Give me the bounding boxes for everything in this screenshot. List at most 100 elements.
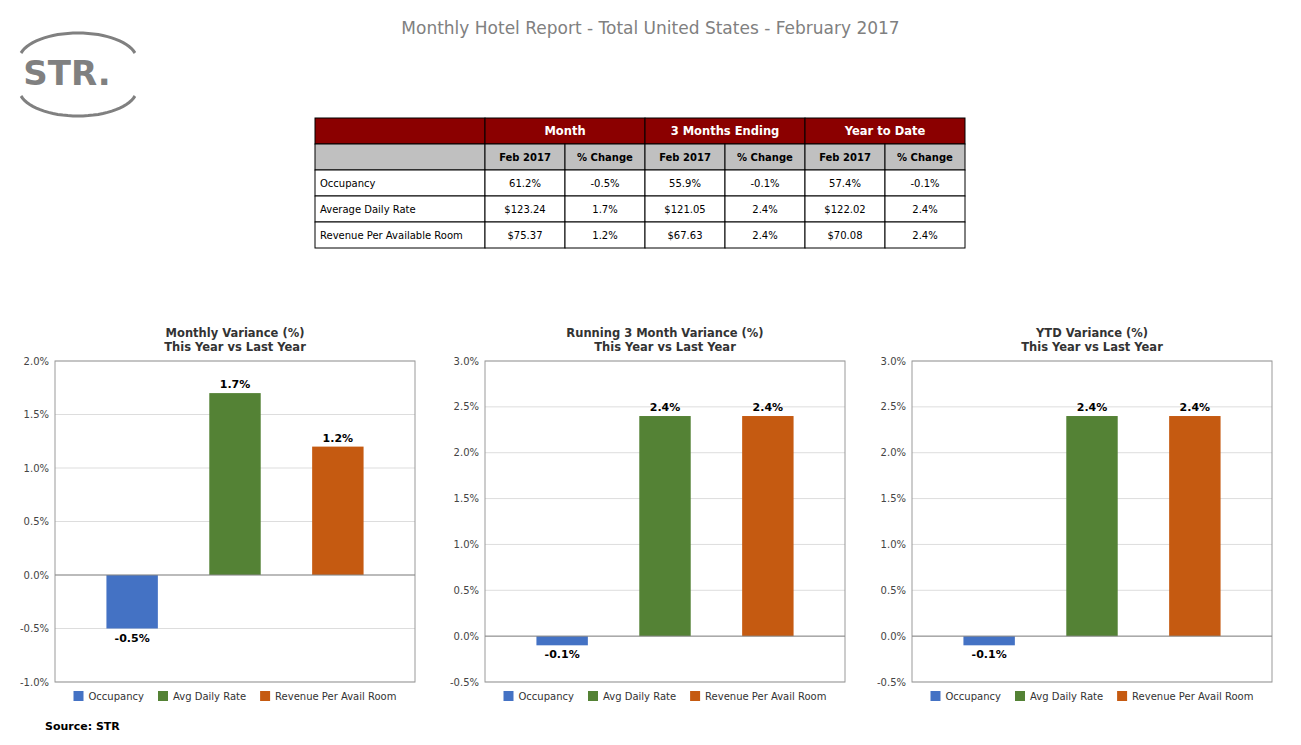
y-tick-label: 0.5%: [454, 585, 479, 596]
table-value: 1.7%: [592, 204, 617, 215]
bar: [639, 416, 690, 636]
table-subheader: Feb 2017: [819, 152, 871, 163]
y-tick-label: 1.0%: [881, 539, 906, 550]
table-header-cell: [645, 118, 805, 144]
plot-frame: [485, 361, 845, 682]
bar-chart: Running 3 Month Variance (%)This Year vs…: [450, 326, 845, 702]
zero-line: [485, 636, 845, 637]
data-label: -0.1%: [545, 648, 580, 661]
table-value: 2.4%: [912, 230, 937, 241]
table-value: 57.4%: [829, 178, 861, 189]
legend-item: Revenue Per Avail Room: [690, 691, 826, 702]
legend-swatch: [1117, 691, 1127, 701]
chart-title: Running 3 Month Variance (%)This Year vs…: [566, 326, 763, 354]
table-header-cell: [805, 118, 965, 144]
y-tick-label: 1.5%: [454, 493, 479, 504]
y-tick-label: 1.5%: [881, 493, 906, 504]
table-cell: [885, 196, 965, 222]
table-cell: [725, 196, 805, 222]
table-value: $121.05: [664, 204, 705, 215]
bar: [106, 575, 157, 629]
table-cell: [645, 170, 725, 196]
summary-table: Month3 Months EndingYear to DateFeb 2017…: [315, 118, 965, 248]
table-subheader: Feb 2017: [659, 152, 711, 163]
table-cell: [645, 222, 725, 248]
background: [0, 0, 1301, 745]
legend-item: Revenue Per Avail Room: [260, 691, 396, 702]
table-cell: [805, 222, 885, 248]
legend-swatch: [1015, 691, 1025, 701]
logo: STR.: [21, 33, 135, 116]
legend-item: Avg Daily Rate: [588, 691, 676, 702]
legend-label: Revenue Per Avail Room: [705, 691, 826, 702]
legend-swatch: [260, 691, 270, 701]
data-label: 2.4%: [1077, 401, 1108, 414]
chart-title: YTD Variance (%)This Year vs Last Year: [1021, 326, 1163, 354]
table-subheader-cell: [645, 144, 725, 170]
plot-frame: [55, 361, 415, 682]
chart-title-line: Monthly Variance (%): [166, 326, 305, 340]
legend-item: Occupancy: [74, 691, 145, 702]
y-tick-label: 1.0%: [454, 539, 479, 550]
table-subheader-cell: [315, 144, 485, 170]
table-subheader-cell: [725, 144, 805, 170]
table-subheader-cell: [885, 144, 965, 170]
bar: [312, 447, 363, 575]
bar: [536, 636, 587, 645]
table-subheader: Feb 2017: [499, 152, 551, 163]
table-row-label-cell: [315, 222, 485, 248]
logo-text: STR.: [23, 53, 110, 93]
legend-label: Occupancy: [89, 691, 145, 702]
table-value: $123.24: [504, 204, 545, 215]
y-tick-label: -0.5%: [20, 623, 49, 634]
legend-label: Occupancy: [946, 691, 1002, 702]
logo-arc-bottom: [21, 96, 135, 116]
legend-label: Avg Daily Rate: [1030, 691, 1103, 702]
y-tick-label: -0.5%: [450, 677, 479, 688]
y-tick-label: 1.5%: [24, 409, 49, 420]
bars: [963, 416, 1220, 645]
table-value: -0.5%: [590, 178, 619, 189]
table-value: 1.2%: [592, 230, 617, 241]
table-cell: [565, 170, 645, 196]
y-tick-label: 1.0%: [24, 463, 49, 474]
table-cell: [565, 196, 645, 222]
legend-swatch: [690, 691, 700, 701]
y-tick-label: 2.5%: [881, 401, 906, 412]
bar: [209, 393, 260, 575]
legend-label: Avg Daily Rate: [603, 691, 676, 702]
legend-item: Avg Daily Rate: [158, 691, 246, 702]
zero-line: [55, 575, 415, 576]
legend-item: Revenue Per Avail Room: [1117, 691, 1253, 702]
page-title: Monthly Hotel Report - Total United Stat…: [401, 18, 899, 38]
bar: [1169, 416, 1220, 636]
grid-line: [912, 636, 1272, 637]
y-tick-label: 3.0%: [881, 356, 906, 367]
table-value: 2.4%: [752, 230, 777, 241]
bar: [1066, 416, 1117, 636]
table-header-cell: [485, 118, 645, 144]
table-value: $67.63: [668, 230, 703, 241]
y-tick-label: 0.5%: [24, 516, 49, 527]
y-tick-label: 2.5%: [454, 401, 479, 412]
bars: [536, 416, 793, 645]
table-row-label: Revenue Per Available Room: [320, 230, 463, 241]
table-subheader-cell: [805, 144, 885, 170]
table-cell: [485, 170, 565, 196]
legend: Occupancy Avg Daily Rate Revenue Per Avail…: [74, 691, 397, 702]
table-cell: [725, 222, 805, 248]
data-label: -0.1%: [972, 648, 1007, 661]
table-value: $75.37: [508, 230, 543, 241]
table-cell: [805, 170, 885, 196]
grid-line: [55, 575, 415, 576]
table-value: 2.4%: [752, 204, 777, 215]
table-subheader: % Change: [897, 152, 953, 163]
table-cell: [645, 196, 725, 222]
legend-label: Revenue Per Avail Room: [1132, 691, 1253, 702]
y-tick-label: 3.0%: [454, 356, 479, 367]
legend-swatch: [931, 691, 941, 701]
data-label: 1.7%: [220, 378, 251, 391]
chart-title-line: YTD Variance (%): [1035, 326, 1148, 340]
table-cell: [725, 170, 805, 196]
zero-line: [912, 636, 1272, 637]
